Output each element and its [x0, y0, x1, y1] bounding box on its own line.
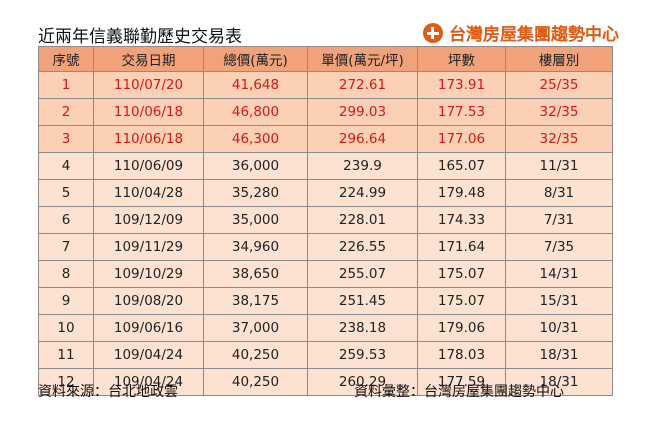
cell-ping: 173.91 [417, 71, 506, 99]
cell-unit-price: 255.07 [307, 260, 418, 288]
cell-date: 109/11/29 [93, 233, 204, 261]
cell-unit-price: 239.9 [307, 152, 418, 180]
cell-date: 110/04/28 [93, 179, 204, 207]
cell-total: 40,250 [203, 368, 308, 396]
cell-floor: 7/31 [505, 206, 613, 234]
table-row: 5 110/04/28 35,280 224.99 179.48 8/31 [38, 179, 613, 207]
cell-no: 4 [38, 152, 94, 180]
cell-date: 110/06/18 [93, 98, 204, 126]
brand-name: 台灣房屋集團趨勢中心 [449, 25, 619, 45]
table-title: 近兩年信義聯勤歷史交易表 [38, 27, 242, 47]
cell-ping: 177.06 [417, 125, 506, 153]
data-source-note: 資料來源：台北地政雲 [38, 384, 178, 400]
table-row: 11 109/04/24 40,250 259.53 178.03 18/31 [38, 341, 613, 369]
table-row: 9 109/08/20 38,175 251.45 175.07 15/31 [38, 287, 613, 315]
cell-total: 46,300 [203, 125, 308, 153]
cell-no: 7 [38, 233, 94, 261]
cell-unit-price: 251.45 [307, 287, 418, 315]
cell-ping: 179.48 [417, 179, 506, 207]
cell-floor: 7/35 [505, 233, 613, 261]
brand-logo-icon [423, 22, 443, 43]
cell-total: 38,175 [203, 287, 308, 315]
cell-unit-price: 260.29 [307, 368, 418, 396]
cell-no: 2 [38, 98, 94, 126]
col-header-ping: 坪數 [417, 46, 506, 72]
cell-unit-price: 299.03 [307, 98, 418, 126]
cell-no: 5 [38, 179, 94, 207]
cell-ping: 175.07 [417, 287, 506, 315]
col-header-unit-price: 單價(萬元/坪) [307, 46, 418, 72]
table-row: 10 109/06/16 37,000 238.18 179.06 10/31 [38, 314, 613, 342]
cell-unit-price: 226.55 [307, 233, 418, 261]
table-row: 12 109/04/24 40,250 260.29 177.59 18/31 [38, 368, 613, 396]
cell-ping: 178.03 [417, 341, 506, 369]
cell-ping: 165.07 [417, 152, 506, 180]
table-row: 6 109/12/09 35,000 228.01 174.33 7/31 [38, 206, 613, 234]
cell-unit-price: 238.18 [307, 314, 418, 342]
cell-unit-price: 296.64 [307, 125, 418, 153]
brand-logo: 台灣房屋集團趨勢中心 [423, 20, 619, 45]
cell-no: 6 [38, 206, 94, 234]
cell-floor: 8/31 [505, 179, 613, 207]
cell-total: 46,800 [203, 98, 308, 126]
cell-no: 9 [38, 287, 94, 315]
cell-total: 35,280 [203, 179, 308, 207]
cell-no: 10 [38, 314, 94, 342]
cell-unit-price: 228.01 [307, 206, 418, 234]
cell-ping: 177.53 [417, 98, 506, 126]
cell-floor: 32/35 [505, 98, 613, 126]
cell-total: 34,960 [203, 233, 308, 261]
table-header-row: 序號 交易日期 總價(萬元) 單價(萬元/坪) 坪數 樓層別 [38, 46, 613, 72]
cell-date: 109/10/29 [93, 260, 204, 288]
cell-no: 3 [38, 125, 94, 153]
cell-floor: 18/31 [505, 368, 613, 396]
cell-unit-price: 224.99 [307, 179, 418, 207]
table-row: 3 110/06/18 46,300 296.64 177.06 32/35 [38, 125, 613, 153]
cell-date: 109/04/24 [93, 341, 204, 369]
cell-ping: 179.06 [417, 314, 506, 342]
cell-ping: 171.64 [417, 233, 506, 261]
col-header-no: 序號 [38, 46, 94, 72]
table-row: 2 110/06/18 46,800 299.03 177.53 32/35 [38, 98, 613, 126]
cell-total: 38,650 [203, 260, 308, 288]
cell-no: 1 [38, 71, 94, 99]
table-row: 1 110/07/20 41,648 272.61 173.91 25/35 [38, 71, 613, 99]
cell-date: 110/06/09 [93, 152, 204, 180]
cell-no: 12 [38, 368, 94, 396]
cell-ping: 174.33 [417, 206, 506, 234]
cell-total: 36,000 [203, 152, 308, 180]
cell-floor: 32/35 [505, 125, 613, 153]
transaction-table: 序號 交易日期 總價(萬元) 單價(萬元/坪) 坪數 樓層別 1 110/07/2… [38, 46, 613, 396]
cell-unit-price: 259.53 [307, 341, 418, 369]
cell-floor: 18/31 [505, 341, 613, 369]
cell-date: 110/06/18 [93, 125, 204, 153]
cell-no: 8 [38, 260, 94, 288]
cell-date: 109/08/20 [93, 287, 204, 315]
table-row: 7 109/11/29 34,960 226.55 171.64 7/35 [38, 233, 613, 261]
cell-total: 35,000 [203, 206, 308, 234]
col-header-total: 總價(萬元) [203, 46, 308, 72]
cell-floor: 11/31 [505, 152, 613, 180]
data-compiled-note: 資料彙整：台灣房屋集團趨勢中心 [354, 384, 564, 400]
cell-unit-price: 272.61 [307, 71, 418, 99]
cell-floor: 14/31 [505, 260, 613, 288]
cell-date: 110/07/20 [93, 71, 204, 99]
cell-floor: 15/31 [505, 287, 613, 315]
cell-total: 41,648 [203, 71, 308, 99]
cell-ping: 177.59 [417, 368, 506, 396]
cell-date: 109/12/09 [93, 206, 204, 234]
col-header-date: 交易日期 [93, 46, 204, 72]
cell-floor: 10/31 [505, 314, 613, 342]
table-row: 4 110/06/09 36,000 239.9 165.07 11/31 [38, 152, 613, 180]
cell-floor: 25/35 [505, 71, 613, 99]
cell-total: 37,000 [203, 314, 308, 342]
cell-no: 11 [38, 341, 94, 369]
table-row: 8 109/10/29 38,650 255.07 175.07 14/31 [38, 260, 613, 288]
cell-date: 109/06/16 [93, 314, 204, 342]
table-body: 1 110/07/20 41,648 272.61 173.91 25/35 2 110/06… [38, 71, 613, 396]
cell-ping: 175.07 [417, 260, 506, 288]
cell-total: 40,250 [203, 341, 308, 369]
col-header-floor: 樓層別 [505, 46, 613, 72]
